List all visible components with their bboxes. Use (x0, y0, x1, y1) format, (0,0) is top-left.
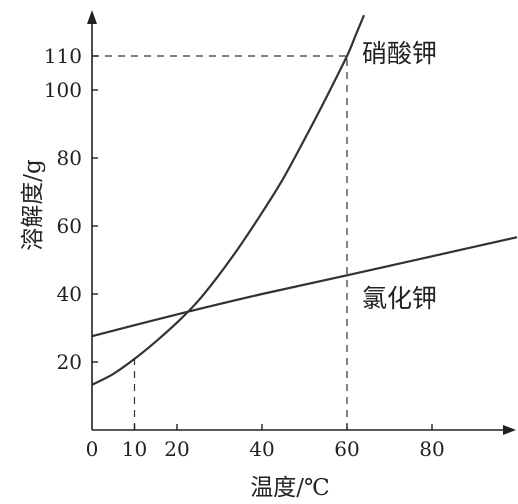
series-label-0: 硝酸钾 (362, 39, 437, 68)
x-tick-label-20: 20 (164, 437, 189, 461)
x-tick-label-10: 10 (122, 437, 147, 461)
axes (87, 10, 516, 435)
series-curves (91, 14, 518, 386)
y-tick-label-100: 100 (44, 78, 82, 102)
x-tick-label-40: 40 (249, 437, 274, 461)
y-axis-label: 溶解度/g (20, 159, 46, 251)
series-line-1 (91, 236, 518, 338)
x-tick-label-80: 80 (419, 437, 444, 461)
y-tick-label-60: 60 (57, 214, 82, 238)
x-tick-label-60: 60 (334, 437, 359, 461)
y-tick-label-80: 80 (57, 146, 82, 170)
series-label-1: 氯化钾 (362, 284, 437, 313)
x-axis-arrow-icon (503, 425, 516, 435)
y-tick-label-20: 20 (57, 350, 82, 374)
x-tick-label-0: 0 (86, 437, 99, 461)
y-tick-label-110: 110 (44, 44, 82, 68)
y-tick-label-40: 40 (57, 282, 82, 306)
ticks: 0 10 20 40 60 80 20 40 60 80 100 110 (44, 44, 445, 461)
y-axis-arrow-icon (87, 10, 97, 24)
x-axis-label: 温度/℃ (250, 475, 329, 501)
reference-lines (92, 55, 348, 430)
series-line-0 (91, 14, 366, 386)
